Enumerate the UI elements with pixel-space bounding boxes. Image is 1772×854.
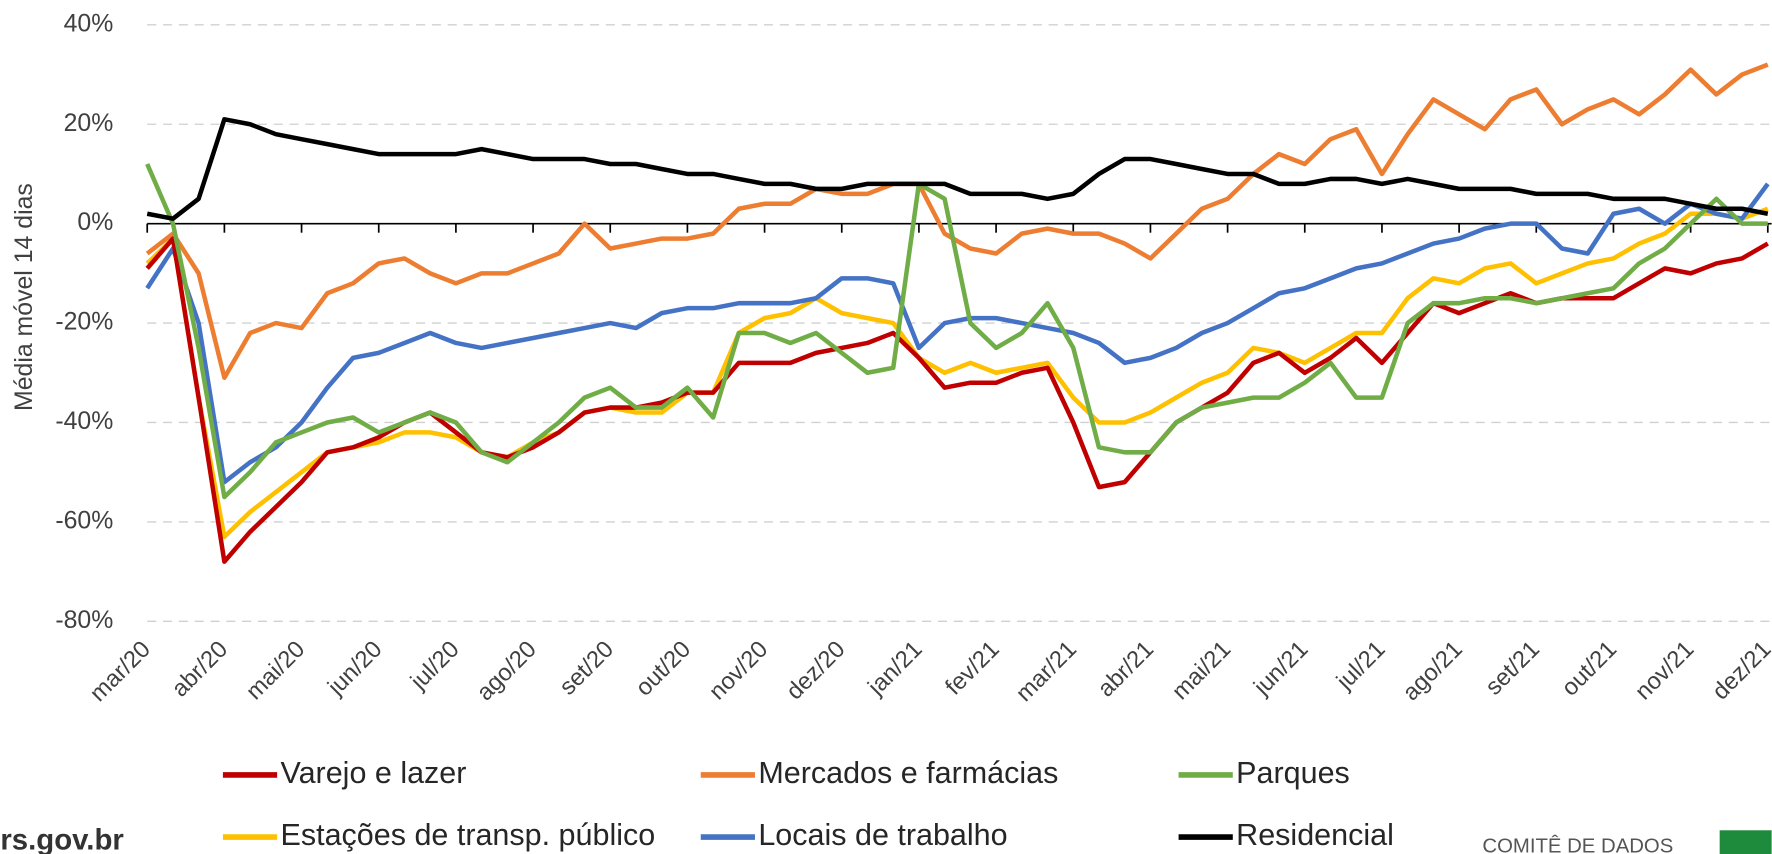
- series-line: [146, 117, 1769, 221]
- y-tick-label: -60%: [55, 507, 113, 534]
- x-tick-label: jun/20: [323, 636, 388, 701]
- series-line: [145, 182, 1770, 485]
- legend-label: Varejo e lazer: [281, 756, 467, 790]
- x-tick-label: nov/21: [1631, 636, 1700, 705]
- y-tick-label: -80%: [55, 607, 113, 634]
- x-tick-label: dez/20: [782, 636, 851, 705]
- x-tick-label: jul/21: [1331, 636, 1390, 695]
- x-tick-label: abr/20: [167, 636, 233, 702]
- legend-label: Parques: [1236, 756, 1350, 790]
- x-tick-label: jun/21: [1249, 636, 1314, 701]
- y-tick-label: 20%: [64, 110, 114, 137]
- x-tick-label: abr/21: [1093, 636, 1159, 702]
- series-line: [145, 236, 1769, 564]
- y-tick-label: -20%: [55, 309, 113, 336]
- x-tick-label: dez/21: [1708, 636, 1772, 705]
- x-tick-label: set/20: [555, 636, 619, 700]
- x-tick-label: fev/21: [941, 636, 1005, 700]
- x-tick-label: set/21: [1481, 636, 1545, 700]
- x-tick-label: mai/21: [1168, 636, 1237, 705]
- legend-label: Residencial: [1236, 818, 1394, 852]
- x-tick-label: mar/21: [1011, 636, 1082, 707]
- y-tick-label: 40%: [64, 10, 114, 37]
- legend-label: Locais de trabalho: [758, 818, 1007, 852]
- legend-label: Estações de transp. público: [281, 818, 656, 852]
- series-line: [145, 62, 1769, 381]
- x-tick-label: nov/20: [705, 636, 774, 705]
- series-line: [145, 163, 1768, 500]
- footer-org: COMITÊ DE DADOS: [1482, 835, 1673, 854]
- footer-site: rs.gov.br: [0, 823, 123, 854]
- y-tick-label: -40%: [55, 408, 113, 435]
- y-tick-label: 0%: [77, 209, 113, 236]
- legend-label: Mercados e farmácias: [758, 756, 1058, 790]
- series-line: [145, 206, 1769, 540]
- x-tick-label: out/21: [1557, 636, 1622, 701]
- x-tick-label: out/20: [631, 636, 696, 701]
- x-tick-label: ago/20: [472, 636, 542, 706]
- x-tick-label: mai/20: [242, 636, 311, 705]
- x-tick-label: jul/20: [405, 636, 464, 695]
- x-tick-label: mar/20: [85, 636, 156, 707]
- y-axis-label: Média móvel 14 dias: [11, 183, 38, 411]
- logo-block: [1719, 830, 1772, 854]
- x-tick-label: jan/21: [863, 636, 928, 701]
- x-tick-label: ago/21: [1398, 636, 1468, 706]
